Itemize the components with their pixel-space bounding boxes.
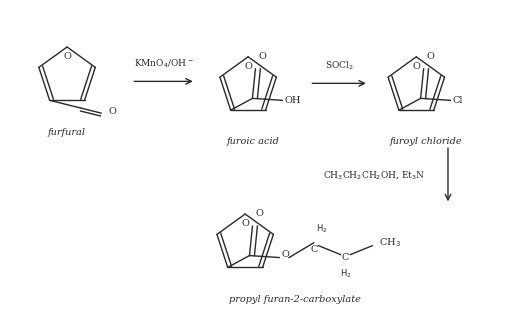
Text: O: O — [427, 52, 435, 61]
Text: O: O — [109, 107, 117, 115]
Text: KMnO$_4$/OH$^-$: KMnO$_4$/OH$^-$ — [134, 57, 193, 70]
Text: propyl furan-2-carboxylate: propyl furan-2-carboxylate — [229, 295, 361, 304]
Text: O: O — [241, 219, 249, 228]
Text: OH: OH — [284, 96, 301, 105]
Text: furoyl chloride: furoyl chloride — [390, 137, 463, 146]
Text: CH$_3$CH$_2$CH$_2$OH, Et$_3$N: CH$_3$CH$_2$CH$_2$OH, Et$_3$N — [322, 169, 425, 181]
Text: furfural: furfural — [48, 128, 86, 137]
Text: O: O — [413, 62, 420, 71]
Text: SOCl$_2$: SOCl$_2$ — [325, 59, 354, 71]
Text: H$_2$: H$_2$ — [340, 267, 351, 280]
Text: C: C — [310, 245, 317, 254]
Text: furoic acid: furoic acid — [227, 137, 280, 146]
Text: C: C — [342, 253, 349, 262]
Text: O: O — [255, 209, 263, 218]
Text: O: O — [63, 52, 71, 61]
Text: H$_2$: H$_2$ — [316, 222, 327, 235]
Text: Cl: Cl — [452, 96, 463, 105]
Text: O: O — [258, 52, 266, 61]
Text: O: O — [244, 62, 252, 71]
Text: CH$_3$: CH$_3$ — [379, 236, 401, 249]
Text: O: O — [281, 250, 289, 259]
